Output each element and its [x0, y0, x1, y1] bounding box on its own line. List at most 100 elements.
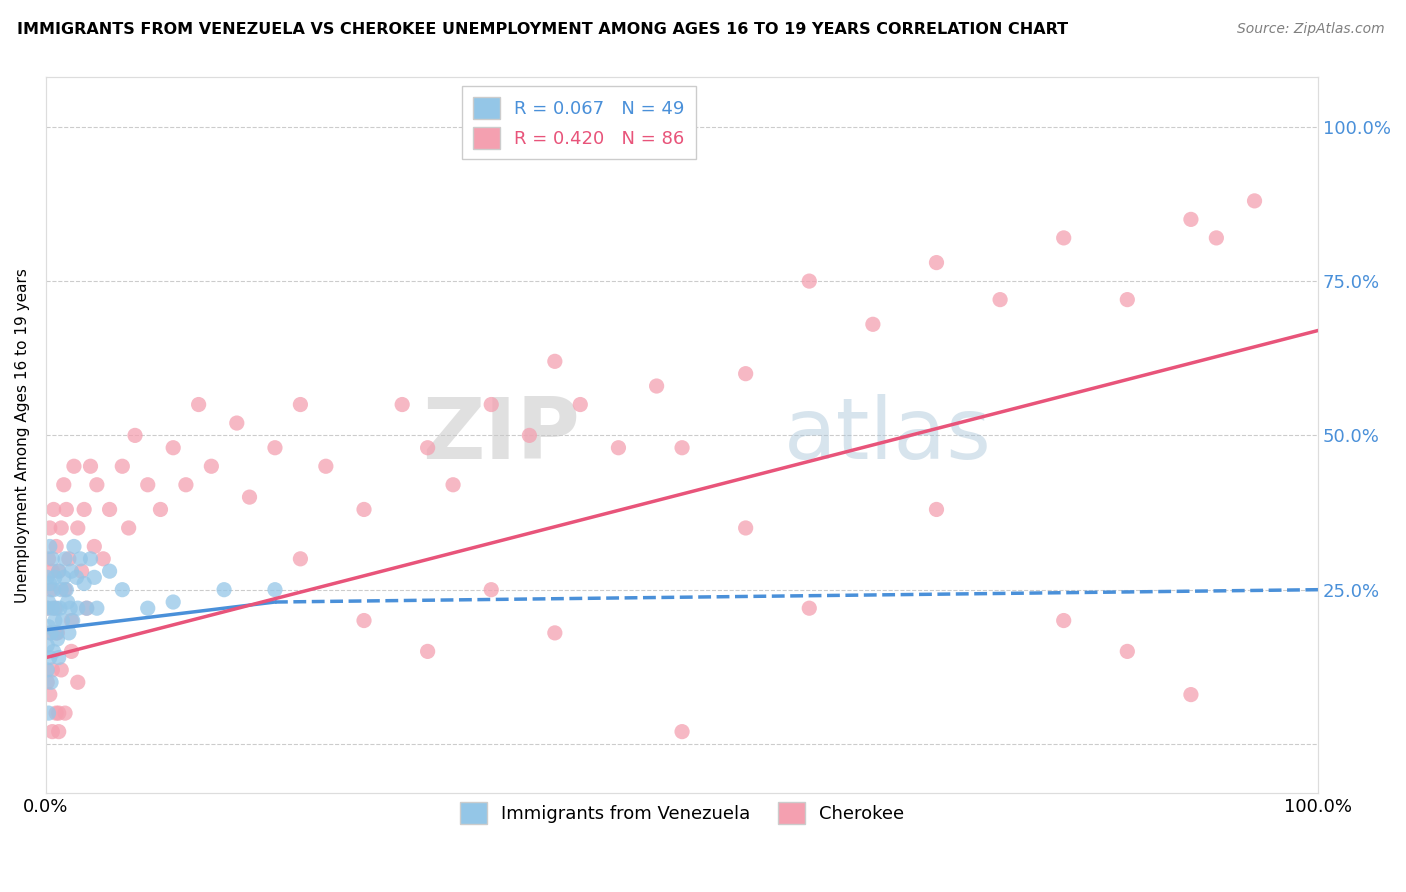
Point: [42, 582, 65, 597]
Point: [48, 650, 70, 665]
Point: [734, 521, 756, 535]
Point: [925, 255, 948, 269]
Point: [1116, 644, 1139, 658]
Point: [212, 582, 235, 597]
Point: [79, 459, 101, 474]
Point: [48, 706, 70, 720]
Point: [441, 477, 464, 491]
Point: [41, 724, 63, 739]
Text: ZIP: ZIP: [423, 394, 581, 477]
Point: [83, 570, 105, 584]
Point: [39, 626, 62, 640]
Point: [45, 601, 67, 615]
Point: [53, 706, 76, 720]
Point: [238, 490, 260, 504]
Point: [79, 551, 101, 566]
Point: [37, 663, 59, 677]
Point: [41, 551, 63, 566]
Point: [1180, 688, 1202, 702]
Point: [544, 354, 567, 368]
Point: [38, 595, 60, 609]
Point: [60, 564, 83, 578]
Point: [58, 551, 80, 566]
Point: [264, 582, 287, 597]
Point: [187, 398, 209, 412]
Point: [38, 688, 60, 702]
Point: [70, 564, 93, 578]
Point: [862, 318, 884, 332]
Point: [162, 595, 184, 609]
Point: [63, 459, 86, 474]
Point: [391, 398, 413, 412]
Point: [59, 601, 82, 615]
Point: [799, 274, 821, 288]
Point: [38, 521, 60, 535]
Point: [42, 644, 65, 658]
Point: [519, 428, 541, 442]
Point: [39, 675, 62, 690]
Point: [63, 540, 86, 554]
Point: [66, 601, 89, 615]
Point: [200, 459, 222, 474]
Point: [1243, 194, 1265, 208]
Point: [86, 601, 108, 615]
Point: [149, 502, 172, 516]
Point: [83, 540, 105, 554]
Point: [38, 620, 60, 634]
Point: [91, 551, 114, 566]
Point: [49, 601, 72, 615]
Point: [479, 582, 502, 597]
Y-axis label: Unemployment Among Ages 16 to 19 years: Unemployment Among Ages 16 to 19 years: [15, 268, 30, 603]
Point: [124, 428, 146, 442]
Point: [98, 502, 121, 516]
Point: [46, 626, 69, 640]
Point: [1205, 231, 1227, 245]
Point: [56, 595, 79, 609]
Point: [86, 477, 108, 491]
Point: [41, 564, 63, 578]
Point: [62, 614, 84, 628]
Point: [48, 724, 70, 739]
Point: [37, 601, 59, 615]
Point: [37, 601, 59, 615]
Point: [45, 626, 67, 640]
Point: [44, 614, 66, 628]
Point: [1053, 231, 1076, 245]
Point: [264, 441, 287, 455]
Point: [60, 614, 83, 628]
Point: [38, 540, 60, 554]
Point: [98, 564, 121, 578]
Point: [48, 564, 70, 578]
Point: [53, 551, 76, 566]
Point: [38, 650, 60, 665]
Point: [55, 582, 77, 597]
Point: [544, 626, 567, 640]
Point: [162, 441, 184, 455]
Point: [37, 638, 59, 652]
Point: [353, 502, 375, 516]
Point: [479, 398, 502, 412]
Point: [569, 398, 592, 412]
Point: [607, 441, 630, 455]
Point: [671, 441, 693, 455]
Point: [111, 582, 134, 597]
Text: Source: ZipAtlas.com: Source: ZipAtlas.com: [1237, 22, 1385, 37]
Point: [58, 626, 80, 640]
Point: [60, 644, 83, 658]
Point: [76, 601, 98, 615]
Point: [73, 502, 96, 516]
Point: [353, 614, 375, 628]
Point: [925, 502, 948, 516]
Point: [734, 367, 756, 381]
Point: [988, 293, 1011, 307]
Point: [53, 582, 76, 597]
Point: [416, 441, 439, 455]
Point: [65, 570, 87, 584]
Point: [37, 570, 59, 584]
Point: [51, 582, 73, 597]
Point: [799, 601, 821, 615]
Point: [38, 626, 60, 640]
Point: [111, 459, 134, 474]
Point: [118, 521, 141, 535]
Point: [44, 570, 66, 584]
